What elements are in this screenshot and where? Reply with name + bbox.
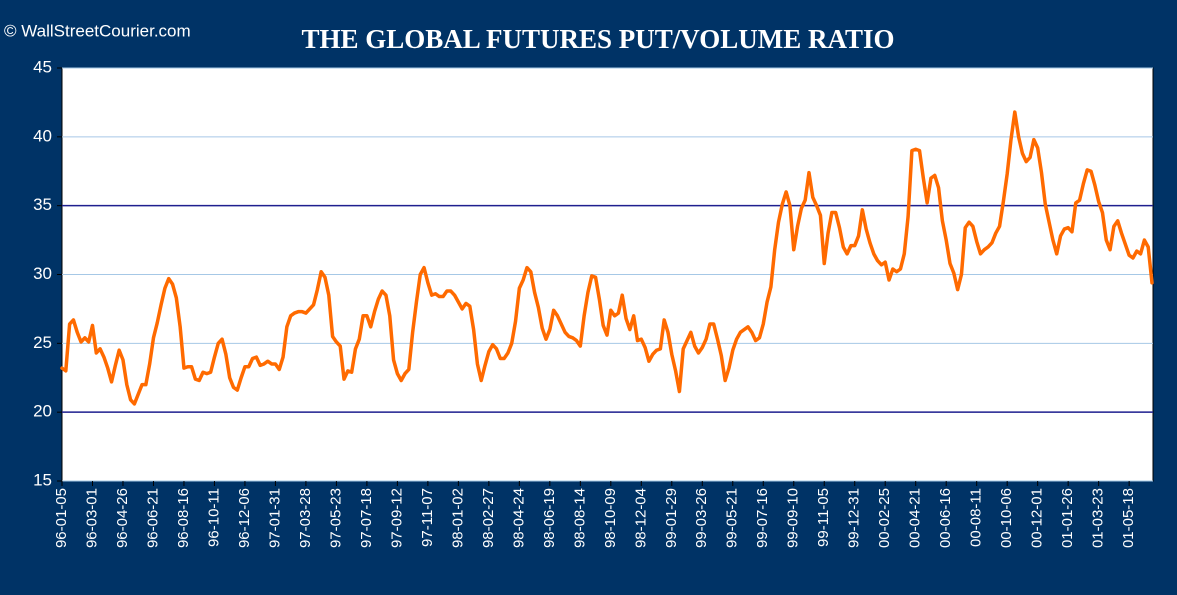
y-tick-label: 25 [33,333,52,352]
x-tick-label: 99-05-21 [724,488,741,548]
data-line [60,110,1154,406]
x-tick-label: 98-02-27 [480,488,497,548]
x-tick-label: 99-07-16 [754,488,771,548]
y-tick-label: 40 [33,126,52,145]
x-tick-label: 98-06-19 [541,488,558,548]
x-tick-label: 01-05-18 [1120,488,1137,548]
x-tick-label: 00-08-11 [968,488,985,547]
x-tick-label: 96-08-16 [175,488,192,548]
source-note: © WallStreetCourier.com [4,21,191,40]
x-tick-label: 96-04-26 [114,488,131,548]
x-tick-label: 00-06-16 [937,488,954,548]
y-tick-label: 15 [33,470,52,489]
x-tick-label: 98-04-24 [510,488,527,548]
x-tick-label: 98-08-14 [571,488,588,548]
chart-title: THE GLOBAL FUTURES PUT/VOLUME RATIO [301,24,894,54]
y-tick-label: 20 [33,402,52,421]
x-tick-label: 97-05-23 [327,488,344,548]
x-tick-label: 01-01-26 [1059,488,1076,548]
x-tick-label: 96-10-11 [205,488,222,547]
x-tick-label: 00-12-01 [1029,488,1046,548]
x-tick-label: 98-10-09 [602,488,619,548]
x-tick-label: 97-11-07 [419,488,436,547]
x-tick-label: 99-12-31 [846,488,863,548]
x-tick-label: 00-04-21 [907,488,924,548]
x-tick-label: 98-01-02 [449,488,466,548]
x-tick-label: 97-03-28 [297,488,314,548]
x-tick-label: 96-06-21 [144,488,161,548]
y-tick-label: 35 [33,195,52,214]
x-tick-label: 97-01-31 [266,488,283,548]
x-tick-label: 01-03-23 [1090,488,1107,548]
x-tick-label: 99-01-29 [663,488,680,548]
x-tick-label: 96-12-06 [236,488,253,548]
x-tick-label: 99-03-26 [693,488,710,548]
x-tick-label: 98-12-04 [632,488,649,548]
x-tick-label: 99-09-10 [785,488,802,548]
x-tick-label: 00-10-06 [998,488,1015,548]
x-tick-label: 97-07-18 [358,488,375,548]
x-tick-label: 96-03-01 [83,488,100,548]
y-tick-label: 45 [33,57,52,76]
y-tick-label: 30 [33,264,52,283]
x-tick-label: 99-11-05 [815,488,832,547]
x-tick-label: 00-02-25 [876,488,893,548]
x-tick-label: 96-01-05 [53,488,70,548]
x-tick-label: 97-09-12 [388,488,405,548]
